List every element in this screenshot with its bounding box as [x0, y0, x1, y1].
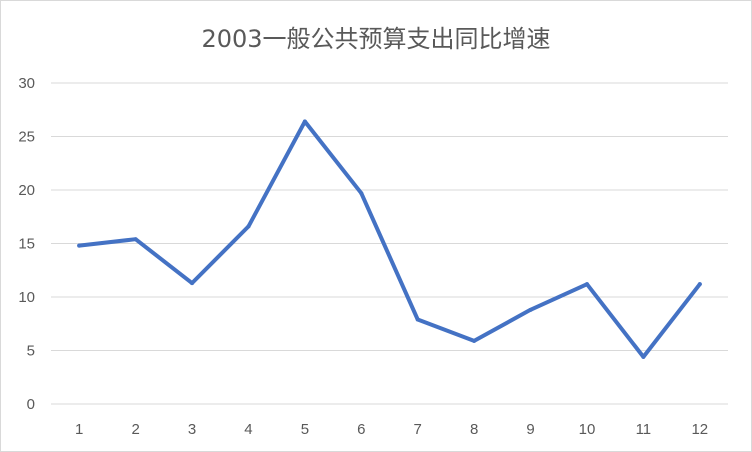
- data-point: [302, 119, 307, 124]
- x-tick-label: 7: [414, 421, 422, 438]
- gridlines: [51, 82, 728, 405]
- x-tick-label: 5: [301, 421, 309, 438]
- x-tick-label: 4: [244, 421, 252, 438]
- series-layer: [77, 119, 702, 359]
- data-point: [472, 338, 477, 343]
- y-tick-label: 5: [27, 343, 35, 360]
- data-point: [528, 307, 533, 312]
- x-tick-label: 9: [526, 421, 534, 438]
- y-tick-label: 25: [18, 129, 35, 146]
- data-point: [641, 354, 646, 359]
- x-tick-label: 2: [131, 421, 139, 438]
- data-point: [77, 243, 82, 248]
- chart-title: 2003一般公共预算支出同比增速: [201, 25, 551, 53]
- y-tick-label: 0: [27, 396, 35, 413]
- x-tick-label: 6: [357, 421, 365, 438]
- data-point: [359, 191, 364, 196]
- data-point: [415, 317, 420, 322]
- data-point: [246, 224, 251, 229]
- x-axis-ticks: 1 2 3 4 5 6 7 8 9 10 11 12: [75, 421, 708, 438]
- x-tick-label: 12: [691, 421, 708, 438]
- data-point: [190, 281, 195, 286]
- x-tick-label: 11: [636, 421, 652, 438]
- x-tick-label: 3: [188, 421, 196, 438]
- series-line-0: [77, 119, 702, 359]
- y-axis-ticks: 0 5 10 15 20 25 30: [18, 75, 35, 413]
- y-tick-label: 20: [18, 182, 35, 199]
- x-tick-label: 10: [579, 421, 596, 438]
- y-tick-label: 10: [18, 289, 35, 306]
- y-tick-label: 15: [18, 236, 35, 253]
- data-point: [133, 237, 138, 242]
- data-point: [697, 282, 702, 287]
- x-tick-label: 1: [75, 421, 83, 438]
- y-tick-label: 30: [18, 75, 35, 92]
- x-tick-label: 8: [470, 421, 478, 438]
- data-point: [584, 282, 589, 287]
